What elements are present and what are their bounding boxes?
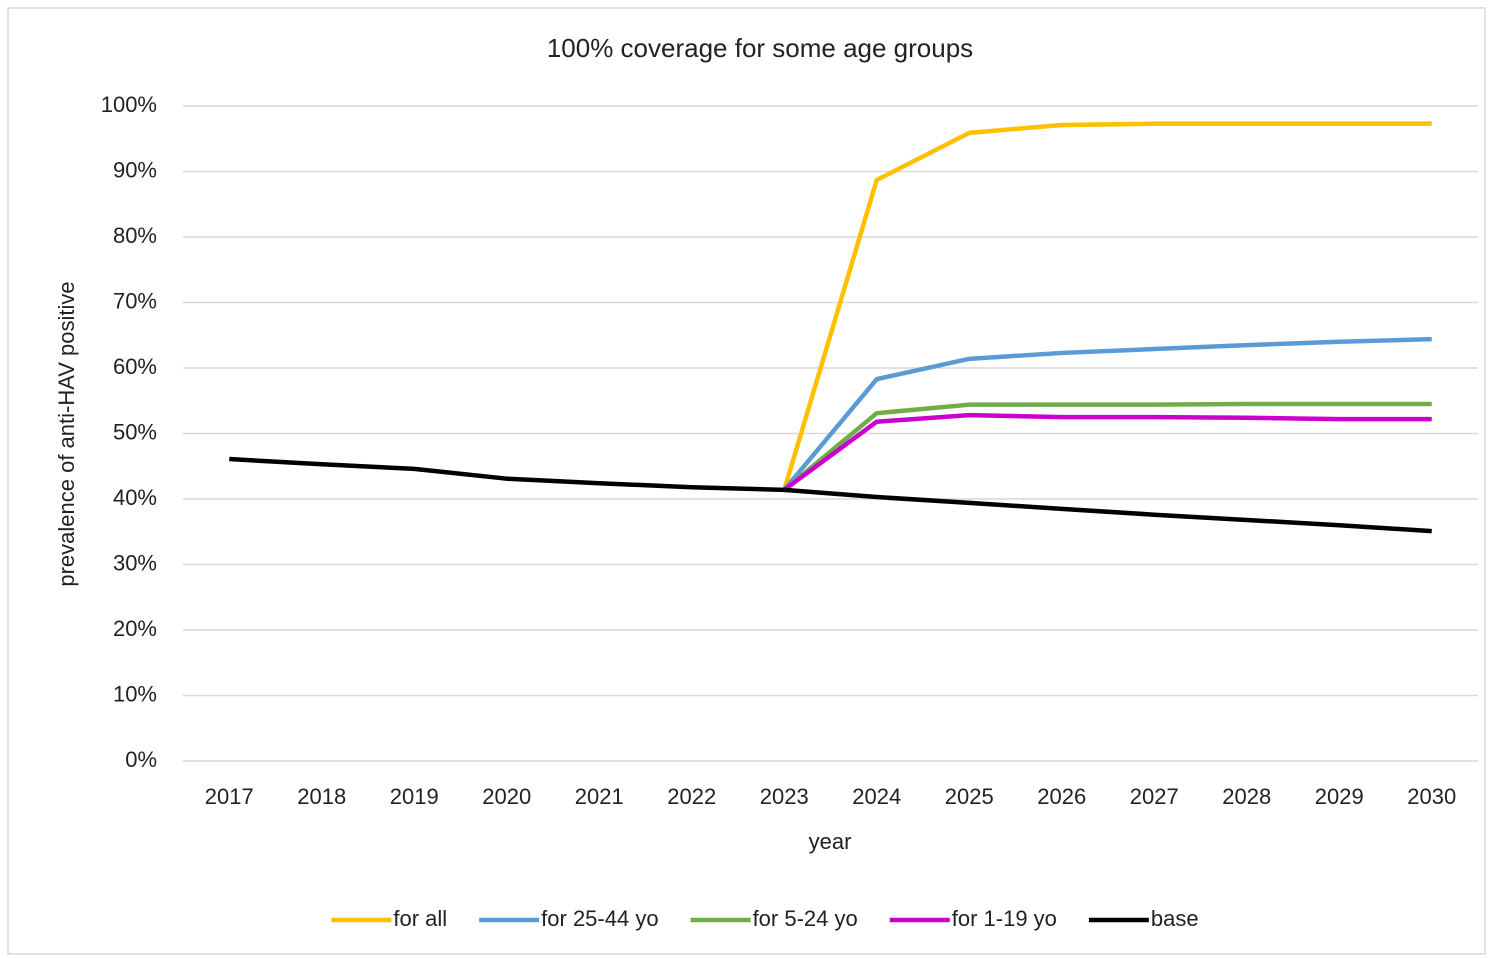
x-tick-label: 2018	[297, 784, 346, 809]
series-line	[782, 336, 1432, 492]
x-tick-label: 2028	[1222, 784, 1271, 809]
legend-label: for 1-19 yo	[952, 906, 1057, 931]
chart-frame	[7, 7, 1486, 955]
series-line	[782, 401, 1432, 492]
x-tick-label: 2027	[1130, 784, 1179, 809]
series-line	[229, 456, 1432, 534]
legend-label: for 25-44 yo	[541, 906, 658, 931]
y-tick-label: 80%	[113, 223, 157, 248]
x-tick-label: 2019	[390, 784, 439, 809]
x-tick-label: 2021	[575, 784, 624, 809]
legend-label: for 5-24 yo	[753, 906, 858, 931]
x-tick-label: 2024	[852, 784, 901, 809]
x-tick-label: 2023	[760, 784, 809, 809]
chart-title: 100% coverage for some age groups	[547, 33, 973, 63]
y-axis-label: prevalence of anti-HAV positive	[54, 281, 79, 586]
legend-label: for all	[393, 906, 447, 931]
y-tick-label: 20%	[113, 616, 157, 641]
x-tick-label: 2030	[1407, 784, 1456, 809]
legend-label: base	[1151, 906, 1199, 931]
y-tick-label: 40%	[113, 485, 157, 510]
x-tick-label: 2025	[945, 784, 994, 809]
x-tick-label: 2026	[1037, 784, 1086, 809]
x-axis-label: year	[809, 829, 852, 854]
y-tick-label: 30%	[113, 550, 157, 575]
y-tick-label: 100%	[101, 92, 157, 117]
y-tick-label: 50%	[113, 419, 157, 444]
series-line	[782, 121, 1432, 491]
x-tick-label: 2017	[205, 784, 254, 809]
y-tick-label: 10%	[113, 681, 157, 706]
x-tick-label: 2022	[667, 784, 716, 809]
series-line	[782, 412, 1432, 492]
y-tick-label: 90%	[113, 157, 157, 182]
y-tick-label: 60%	[113, 354, 157, 379]
y-tick-label: 70%	[113, 288, 157, 313]
x-tick-label: 2029	[1315, 784, 1364, 809]
x-tick-label: 2020	[482, 784, 531, 809]
y-tick-label: 0%	[125, 747, 157, 772]
